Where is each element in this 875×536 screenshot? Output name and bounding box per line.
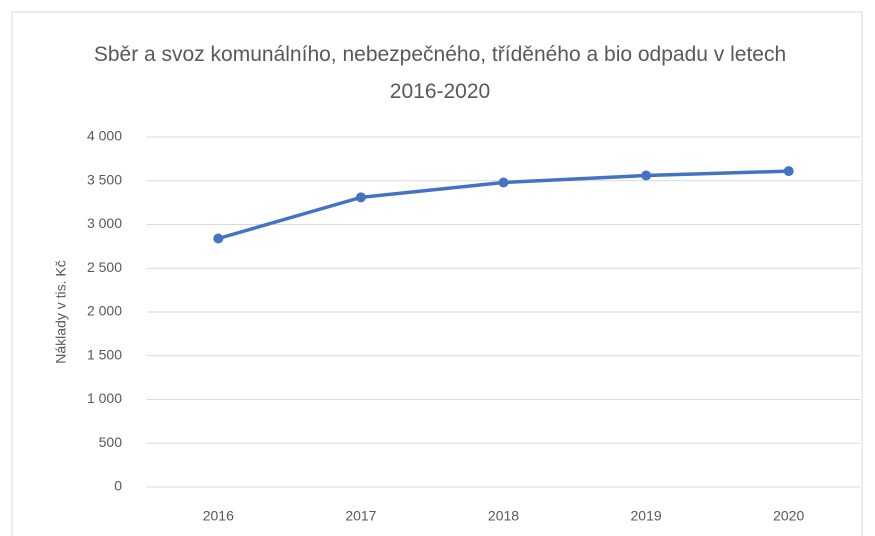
y-tick-label: 1 500 xyxy=(87,346,122,362)
data-point xyxy=(355,192,366,203)
y-axis-label: Náklady v tis. Kč xyxy=(53,260,69,363)
x-tick-label: 2019 xyxy=(631,508,662,524)
x-tick-label: 2017 xyxy=(345,508,376,524)
x-tick-label: 2018 xyxy=(488,508,519,524)
y-tick-label: 4 000 xyxy=(87,128,122,144)
y-tick-label: 3 500 xyxy=(87,171,122,187)
data-point xyxy=(641,170,652,181)
y-tick-label: 0 xyxy=(114,478,122,494)
y-tick-label: 2 500 xyxy=(87,259,122,275)
y-tick-label: 1 000 xyxy=(87,390,122,406)
y-tick-label: 500 xyxy=(99,434,123,450)
chart-title: Sběr a svoz komunálního, nebezpečného, t… xyxy=(93,43,787,103)
chart-border xyxy=(11,11,863,536)
title-box: Sběr a svoz komunálního, nebezpečného, t… xyxy=(93,43,787,103)
data-point xyxy=(498,177,509,188)
data-point xyxy=(213,233,224,244)
x-tick-label: 2016 xyxy=(203,508,234,524)
y-tick-label: 3 000 xyxy=(87,215,122,231)
data-point xyxy=(783,166,794,177)
y-tick-label: 2 000 xyxy=(87,303,122,319)
x-tick-label: 2020 xyxy=(773,508,804,524)
